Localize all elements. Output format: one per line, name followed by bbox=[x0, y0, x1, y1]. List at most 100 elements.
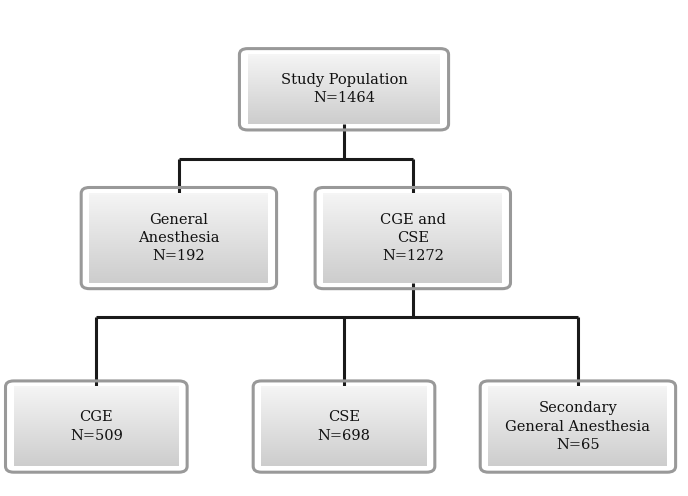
Bar bbox=[261, 426, 427, 429]
Bar bbox=[89, 213, 268, 216]
Bar bbox=[248, 60, 440, 62]
Bar bbox=[488, 428, 667, 431]
Bar bbox=[261, 442, 427, 444]
Bar bbox=[261, 406, 427, 409]
Bar bbox=[261, 462, 427, 464]
Bar bbox=[248, 108, 440, 110]
Bar bbox=[14, 404, 179, 407]
Bar bbox=[248, 97, 440, 100]
Bar bbox=[248, 106, 440, 109]
Bar bbox=[14, 436, 179, 438]
Bar bbox=[14, 456, 179, 458]
Bar bbox=[89, 233, 268, 236]
Bar bbox=[323, 220, 502, 222]
Bar bbox=[488, 462, 667, 464]
Bar bbox=[89, 238, 268, 240]
Bar bbox=[14, 428, 179, 431]
Bar bbox=[248, 71, 440, 74]
Bar bbox=[89, 240, 268, 243]
Bar bbox=[14, 402, 179, 405]
Bar bbox=[488, 410, 667, 413]
Bar bbox=[14, 398, 179, 401]
Bar bbox=[248, 63, 440, 65]
Bar bbox=[248, 56, 440, 58]
Bar bbox=[261, 450, 427, 452]
Bar bbox=[323, 238, 502, 240]
Bar bbox=[248, 87, 440, 89]
Bar bbox=[488, 390, 667, 393]
Bar bbox=[488, 446, 667, 448]
Bar bbox=[261, 396, 427, 399]
Bar bbox=[488, 452, 667, 454]
Bar bbox=[248, 73, 440, 75]
Bar bbox=[261, 436, 427, 438]
Bar bbox=[89, 215, 268, 218]
Bar bbox=[248, 64, 440, 66]
Bar bbox=[261, 402, 427, 405]
Bar bbox=[261, 434, 427, 436]
Bar bbox=[248, 70, 440, 72]
Bar bbox=[488, 404, 667, 407]
Bar bbox=[323, 269, 502, 272]
Bar bbox=[261, 386, 427, 389]
Bar bbox=[14, 416, 179, 419]
Bar bbox=[323, 204, 502, 207]
Bar bbox=[89, 220, 268, 222]
Bar bbox=[89, 209, 268, 211]
Text: Study Population
N=1464: Study Population N=1464 bbox=[281, 73, 407, 106]
Bar bbox=[488, 418, 667, 421]
Bar bbox=[323, 255, 502, 258]
Bar bbox=[261, 404, 427, 407]
Bar bbox=[248, 91, 440, 93]
Bar bbox=[488, 396, 667, 399]
Bar bbox=[89, 271, 268, 274]
Bar bbox=[14, 438, 179, 440]
Bar bbox=[488, 438, 667, 440]
Bar bbox=[261, 438, 427, 440]
Bar bbox=[323, 251, 502, 253]
Bar bbox=[261, 432, 427, 434]
Bar bbox=[14, 414, 179, 417]
Bar bbox=[323, 275, 502, 278]
Bar bbox=[89, 253, 268, 256]
Bar bbox=[261, 446, 427, 448]
Text: Secondary
General Anesthesia
N=65: Secondary General Anesthesia N=65 bbox=[506, 401, 650, 452]
Bar bbox=[323, 280, 502, 283]
Bar bbox=[248, 75, 440, 77]
Bar bbox=[89, 247, 268, 249]
Bar bbox=[488, 426, 667, 429]
Bar bbox=[261, 440, 427, 442]
Bar bbox=[488, 402, 667, 405]
Bar bbox=[89, 224, 268, 227]
Bar bbox=[261, 398, 427, 401]
Bar bbox=[488, 460, 667, 462]
Bar bbox=[248, 66, 440, 68]
Bar bbox=[323, 260, 502, 263]
Bar bbox=[261, 410, 427, 413]
Bar bbox=[89, 204, 268, 207]
Bar bbox=[248, 80, 440, 82]
Bar bbox=[89, 222, 268, 225]
Bar bbox=[248, 120, 440, 122]
Bar bbox=[261, 448, 427, 450]
Bar bbox=[248, 92, 440, 94]
Bar bbox=[89, 242, 268, 245]
Bar bbox=[488, 408, 667, 411]
Bar bbox=[323, 233, 502, 236]
Text: CGE
N=509: CGE N=509 bbox=[70, 410, 122, 443]
Bar bbox=[89, 269, 268, 272]
Bar bbox=[14, 464, 179, 466]
Bar bbox=[14, 418, 179, 421]
Bar bbox=[261, 458, 427, 460]
Bar bbox=[89, 280, 268, 283]
Bar bbox=[89, 218, 268, 220]
Bar bbox=[323, 248, 502, 251]
Bar bbox=[14, 454, 179, 456]
Bar bbox=[14, 442, 179, 444]
Bar bbox=[488, 458, 667, 460]
Bar bbox=[323, 199, 502, 202]
Bar bbox=[323, 222, 502, 225]
Bar bbox=[14, 426, 179, 429]
Bar bbox=[261, 390, 427, 393]
Bar bbox=[323, 231, 502, 234]
